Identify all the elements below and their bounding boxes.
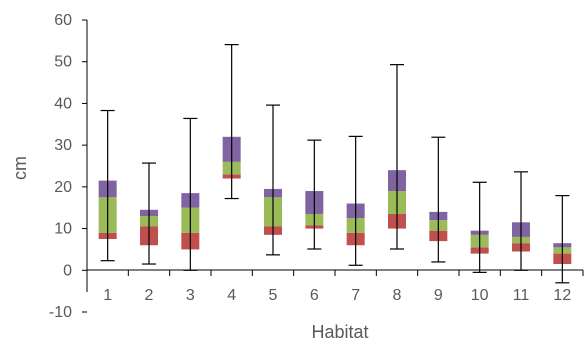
- y-axis-title: cm: [10, 156, 30, 180]
- x-axis-ticks: 1 2 3 4 5 6 7 8 9 10 11 12: [86, 270, 584, 304]
- chart-axes: [86, 20, 583, 292]
- x-tick-label: 12: [553, 287, 571, 304]
- chart-marks: [98, 44, 572, 284]
- y-tick-label: 30: [54, 137, 72, 154]
- y-tick-label: 10: [54, 221, 72, 238]
- x-tick-label: 7: [351, 287, 360, 304]
- x-tick-label: 8: [393, 287, 402, 304]
- x-axis-title: Habitat: [311, 322, 368, 342]
- x-tick-label: 1: [103, 287, 112, 304]
- x-tick-label: 9: [434, 287, 443, 304]
- x-tick-label: 2: [145, 287, 154, 304]
- x-tick-label: 5: [269, 287, 278, 304]
- y-tick-label: -10: [49, 304, 72, 321]
- x-tick-label: 10: [471, 287, 489, 304]
- y-tick-label: 60: [54, 12, 72, 29]
- x-tick-label: 6: [310, 287, 319, 304]
- y-tick-label: 50: [54, 54, 72, 71]
- x-tick-label: 3: [186, 287, 195, 304]
- y-tick-label: 0: [63, 262, 72, 279]
- x-tick-label: 11: [513, 287, 530, 304]
- x-tick-label: 4: [227, 287, 236, 304]
- y-tick-label: 20: [54, 179, 72, 196]
- y-axis-ticks: -10 0 10 20 30 40 50 60: [49, 12, 87, 321]
- y-tick-label: 40: [54, 95, 72, 112]
